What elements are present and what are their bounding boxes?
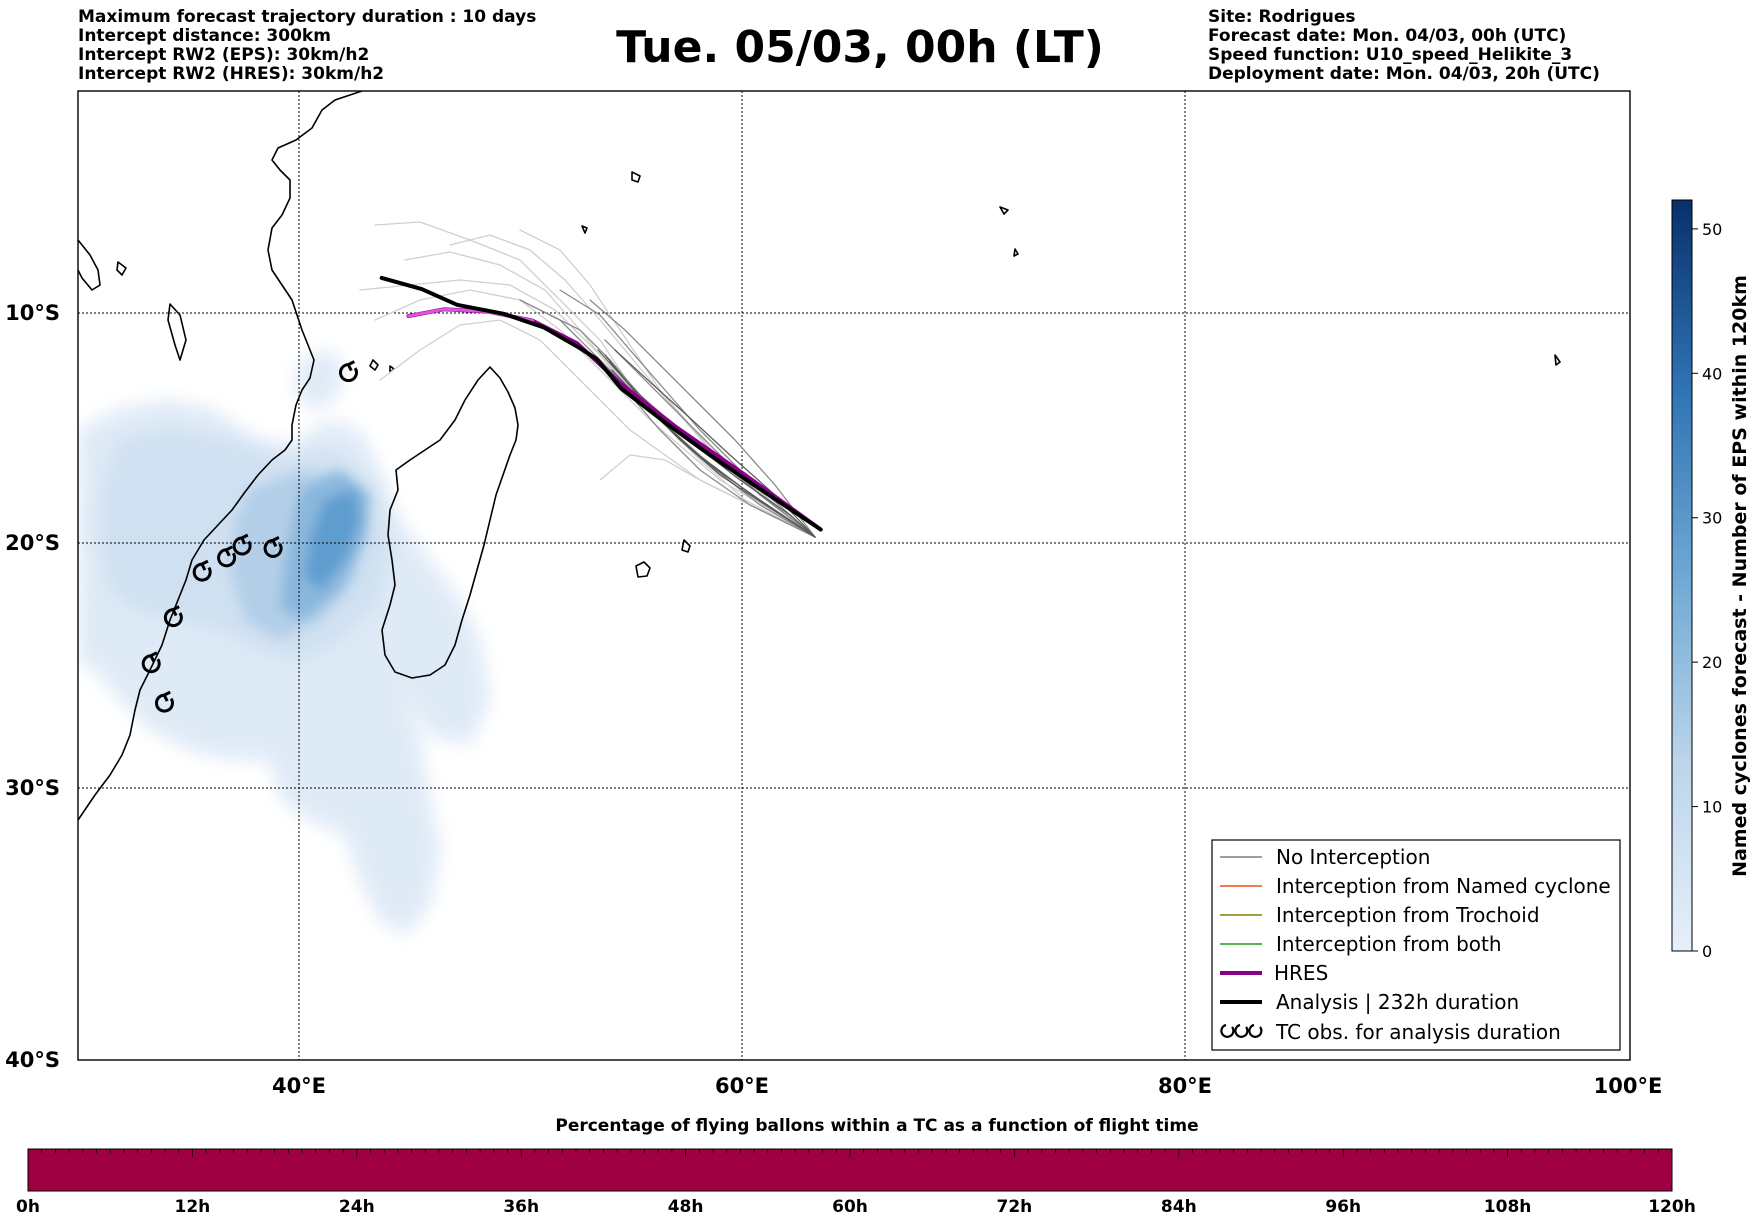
lon-label-80E: 80°E	[1158, 1074, 1212, 1098]
colorbar-tick-label: 50	[1702, 220, 1722, 239]
header-left-line: Intercept distance: 300km	[78, 26, 331, 46]
tc-observation-marker	[155, 690, 174, 713]
flight-time-tick-label: 48h	[668, 1197, 704, 1217]
legend-label-named-cyclone: Interception from Named cyclone	[1276, 874, 1611, 898]
analysis-track	[379, 275, 823, 532]
flight-time-tick-label: 60h	[832, 1197, 868, 1217]
flight-time-tick-label: 12h	[175, 1197, 211, 1217]
header-right-line: Site: Rodrigues	[1208, 7, 1356, 27]
madagascar-coastline	[381, 366, 519, 679]
legend-label-no-interception: No Interception	[1276, 845, 1430, 869]
lon-label-100E: 100°E	[1594, 1074, 1663, 1098]
lat-label-30S: 30°S	[5, 776, 60, 800]
legend-swatch-tc-obs	[1220, 1023, 1263, 1038]
coastlines	[78, 91, 1561, 821]
eps-trajectory	[379, 319, 816, 538]
colorbar-tick-label: 10	[1702, 798, 1722, 817]
arabian-coast	[78, 239, 101, 291]
legend-label-trochoid: Interception from Trochoid	[1276, 903, 1540, 927]
legend-label-analysis: Analysis | 232h duration	[1276, 990, 1519, 1014]
eps-trajectory	[604, 339, 816, 538]
lon-label-60E: 60°E	[715, 1074, 769, 1098]
header-right-line: Deployment date: Mon. 04/03, 20h (UTC)	[1208, 64, 1600, 84]
header-right-line: Forecast date: Mon. 04/03, 00h (UTC)	[1208, 26, 1567, 46]
legend-label-both: Interception from both	[1276, 932, 1502, 956]
colorbar-tick-label: 20	[1702, 653, 1722, 672]
header-left-line: Intercept RW2 (EPS): 30km/h2	[78, 45, 370, 65]
africa-coastline	[78, 91, 363, 821]
map-border	[77, 90, 1631, 1061]
mauritius-reunion	[635, 539, 691, 578]
colorbar-title: Named cyclones forecast - Number of EPS …	[1729, 275, 1751, 877]
header-right-line: Speed function: U10_speed_Helikite_3	[1208, 45, 1573, 65]
legend-label-hres: HRES	[1274, 961, 1328, 985]
eps-trajectory	[374, 221, 816, 538]
graticule	[78, 91, 1630, 1060]
flight-time-tick-label: 24h	[339, 1197, 375, 1217]
colorbar-tick-label: 30	[1702, 509, 1722, 528]
flight-time-tick-label: 120h	[1648, 1197, 1696, 1217]
flight-time-tick-label: 36h	[503, 1197, 539, 1217]
tc-observation-marker	[339, 360, 358, 383]
flight-time-tick-label: 108h	[1484, 1197, 1532, 1217]
lat-label-10S: 10°S	[5, 301, 60, 325]
lon-label-40E: 40°E	[272, 1074, 326, 1098]
colorbar-ticks: 0 10 20 30 40 50	[1692, 220, 1722, 961]
colorbar-tick-label: 40	[1702, 364, 1722, 383]
flight-time-tick-label: 72h	[997, 1197, 1033, 1217]
flight-time-bar-labels: 0h 12h 24h 36h 48h 60h 72h 84h 96h 108h 120h	[16, 1197, 1696, 1217]
islands-north	[116, 171, 1561, 366]
tc-observation-marker	[217, 545, 237, 568]
tc-observations	[141, 360, 358, 713]
tc-observation-marker	[232, 533, 252, 556]
flight-time-bar-minor-ticks	[27, 1149, 1673, 1157]
legend-label-tc-obs: TC obs. for analysis duration	[1275, 1020, 1561, 1044]
map-title: Tue. 05/03, 00h (LT)	[616, 22, 1104, 73]
eps-trajectory	[449, 234, 816, 538]
header-right-info: Site: Rodrigues Forecast date: Mon. 04/0…	[1208, 8, 1600, 84]
legend: No Interception Interception from Named …	[1211, 839, 1621, 1051]
cyclone-density-field	[78, 350, 490, 935]
flight-time-bar-title: Percentage of flying ballons within a TC…	[555, 1116, 1199, 1136]
eps-trajectory	[609, 361, 816, 538]
eps-trajectory	[589, 299, 816, 538]
tc-observation-marker	[192, 559, 212, 582]
colorbar-gradient	[1671, 199, 1693, 952]
legend-box	[1211, 839, 1621, 1051]
tc-observation-marker	[163, 605, 183, 628]
lat-label-20S: 20°S	[5, 531, 60, 555]
header-left-line: Maximum forecast trajectory duration : 1…	[78, 7, 537, 27]
flight-time-tick-label: 0h	[16, 1197, 40, 1217]
header-left-line: Intercept RW2 (HRES): 30km/h2	[78, 64, 385, 84]
tc-observation-marker	[263, 536, 283, 558]
lat-label-40S: 40°S	[5, 1048, 60, 1072]
flight-time-bar: 0h 12h 24h 36h 48h 60h 72h 84h 96h 108h 120h	[16, 1148, 1696, 1217]
density-colorbar: 0 10 20 30 40 50 Named cyclones forecast - Nu…	[1671, 199, 1751, 961]
flight-time-tick-label: 84h	[1161, 1197, 1197, 1217]
header-left-info: Maximum forecast trajectory duration : 1…	[78, 8, 536, 84]
flight-time-tick-label: 96h	[1325, 1197, 1361, 1217]
tc-observation-marker	[141, 651, 161, 674]
colorbar-tick-label: 0	[1702, 942, 1712, 961]
